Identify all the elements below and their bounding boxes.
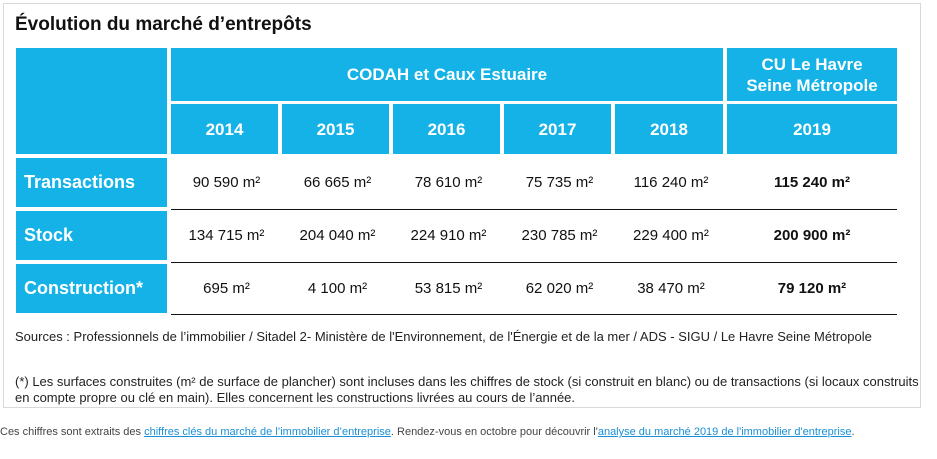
table-cell: 134 715 m² bbox=[188, 227, 265, 244]
table-cell: 224 910 m² bbox=[410, 227, 487, 244]
footnote-text: (*) Les surfaces construites (m² de surf… bbox=[15, 374, 919, 405]
key-figures-link[interactable]: chiffres clés du marché de l’immobilier … bbox=[144, 426, 391, 438]
footer-text-1: Ces chiffres sont extraits des bbox=[0, 426, 145, 438]
year-header: 2018 bbox=[615, 104, 723, 154]
table-cell-highlight: 115 240 m² bbox=[774, 174, 850, 191]
table-cell: 75 735 m² bbox=[525, 174, 594, 191]
market-card: Évolution du marché d’entrepôts CODAH et… bbox=[3, 3, 921, 408]
table-cell: 4 100 m² bbox=[307, 280, 368, 297]
table-cell: 78 610 m² bbox=[414, 174, 483, 191]
footer-text-3: . bbox=[851, 426, 855, 438]
row-label-stock: Stock bbox=[16, 211, 167, 260]
table-cell: 230 785 m² bbox=[521, 227, 598, 244]
year-header: 2014 bbox=[171, 104, 278, 154]
table-cell: 229 400 m² bbox=[633, 227, 709, 244]
table-cell: 695 m² bbox=[203, 280, 250, 297]
group-header: CODAH et Caux Estuaire bbox=[171, 48, 723, 101]
table-cell: 116 240 m² bbox=[633, 174, 709, 191]
year-header: 2015 bbox=[282, 104, 389, 154]
row-divider bbox=[171, 262, 897, 263]
year-header: 2019 bbox=[727, 104, 897, 154]
year-header: 2017 bbox=[504, 104, 611, 154]
right-group-header: CU Le Havre Seine Métropole bbox=[727, 48, 897, 101]
corner-cell bbox=[16, 48, 167, 154]
table-cell: 66 665 m² bbox=[303, 174, 372, 191]
table-cell: 38 470 m² bbox=[637, 280, 705, 297]
year-header: 2016 bbox=[393, 104, 500, 154]
market-analysis-link[interactable]: analyse du marché 2019 de l'immobilier d… bbox=[597, 426, 852, 438]
row-label-construction: Construction* bbox=[16, 264, 167, 313]
table-cell: 62 020 m² bbox=[525, 280, 594, 297]
table-cell: 53 815 m² bbox=[414, 280, 483, 297]
sources-text: Sources : Professionnels de l’immobilier… bbox=[15, 329, 872, 344]
page-title: Évolution du marché d’entrepôts bbox=[15, 14, 312, 35]
footer-text-2: . Rendez-vous en octobre pour découvrir … bbox=[390, 426, 598, 438]
footer-text: Ces chiffres sont extraits des chiffres … bbox=[0, 424, 937, 440]
table-cell: 204 040 m² bbox=[299, 227, 376, 244]
row-label-transactions: Transactions bbox=[16, 158, 167, 207]
row-divider bbox=[171, 209, 897, 210]
table-cell-highlight: 79 120 m² bbox=[777, 280, 847, 297]
table-cell: 90 590 m² bbox=[192, 174, 261, 191]
row-divider bbox=[171, 314, 897, 315]
table-cell-highlight: 200 900 m² bbox=[773, 227, 851, 244]
